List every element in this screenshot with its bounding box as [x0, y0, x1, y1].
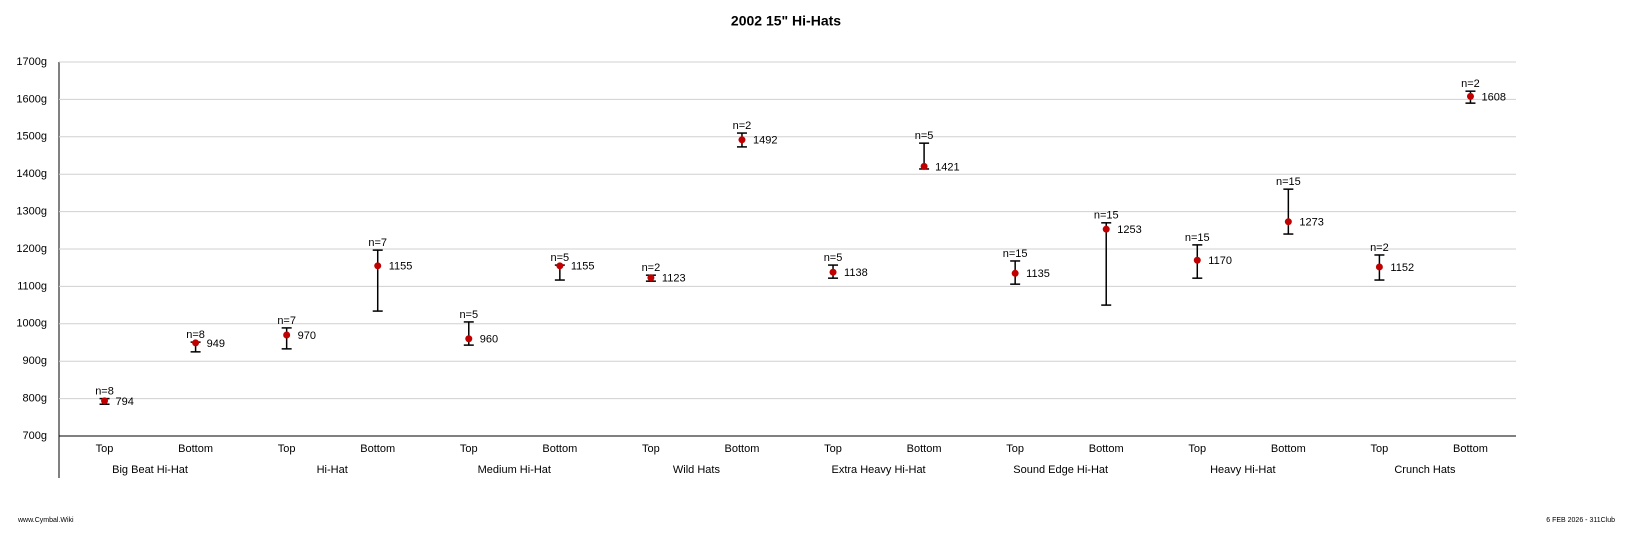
group-label: Medium Hi-Hat — [478, 464, 551, 476]
n-label: n=5 — [459, 309, 478, 321]
group-label: Extra Heavy Hi-Hat — [831, 464, 925, 476]
x-tick-label: Bottom — [1271, 443, 1306, 455]
point — [1011, 269, 1019, 277]
value-label: 1135 — [1026, 268, 1050, 280]
value-label: 970 — [298, 330, 316, 342]
n-label: n=15 — [1276, 176, 1301, 188]
point — [374, 262, 382, 270]
y-tick-label: 700g — [23, 430, 47, 442]
x-tick-label: Bottom — [725, 443, 760, 455]
x-tick-label: Top — [278, 443, 296, 455]
point — [465, 335, 473, 343]
x-tick-label: Top — [460, 443, 478, 455]
y-tick-label: 900g — [23, 355, 47, 367]
point — [1193, 256, 1201, 264]
point — [738, 136, 746, 144]
y-tick-label: 1000g — [16, 318, 47, 330]
point — [101, 397, 109, 405]
value-label: 1155 — [571, 261, 595, 273]
point — [829, 268, 837, 276]
point — [192, 339, 200, 347]
y-tick-label: 1300g — [16, 206, 47, 218]
y-tick-label: 1500g — [16, 131, 47, 143]
y-tick-label: 1600g — [16, 93, 47, 105]
value-label: 1492 — [753, 135, 777, 147]
chart-title: 2002 15" Hi-Hats — [731, 13, 841, 29]
point — [920, 162, 928, 170]
point — [1102, 225, 1110, 233]
n-label: n=2 — [642, 262, 661, 274]
n-label: n=2 — [1461, 78, 1480, 90]
y-tick-label: 1400g — [16, 168, 47, 180]
x-tick-label: Top — [1371, 443, 1389, 455]
y-tick-label: 800g — [23, 393, 47, 405]
point — [1466, 92, 1474, 100]
x-tick-label: Bottom — [1089, 443, 1124, 455]
n-label: n=5 — [551, 252, 570, 264]
point — [1375, 263, 1383, 271]
value-label: 1273 — [1299, 217, 1323, 229]
group-label: Hi-Hat — [317, 464, 348, 476]
point — [283, 331, 291, 339]
x-tick-label: Top — [1006, 443, 1024, 455]
y-tick-label: 1200g — [16, 243, 47, 255]
value-label: 1138 — [844, 267, 868, 279]
y-tick-label: 1700g — [16, 56, 47, 68]
x-tick-label: Bottom — [1453, 443, 1488, 455]
x-tick-label: Top — [96, 443, 114, 455]
value-label: 1123 — [662, 273, 686, 285]
n-label: n=5 — [824, 252, 843, 264]
point — [647, 274, 655, 282]
x-tick-label: Bottom — [178, 443, 213, 455]
n-label: n=8 — [95, 386, 114, 398]
n-label: n=15 — [1185, 232, 1210, 244]
value-label: 960 — [480, 334, 498, 346]
n-label: n=8 — [186, 329, 205, 341]
n-label: n=7 — [277, 315, 296, 327]
n-label: n=7 — [368, 237, 387, 249]
x-tick-label: Bottom — [360, 443, 395, 455]
group-label: Wild Hats — [673, 464, 721, 476]
value-label: 1155 — [389, 261, 413, 273]
x-tick-label: Bottom — [542, 443, 577, 455]
n-label: n=15 — [1094, 210, 1119, 222]
n-label: n=15 — [1003, 248, 1028, 260]
value-label: 794 — [116, 396, 134, 408]
group-label: Crunch Hats — [1394, 464, 1456, 476]
value-label: 1253 — [1117, 224, 1141, 236]
group-label: Heavy Hi-Hat — [1210, 464, 1275, 476]
x-tick-label: Top — [824, 443, 842, 455]
group-label: Big Beat Hi-Hat — [112, 464, 188, 476]
value-label: 1421 — [935, 161, 959, 173]
group-label: Sound Edge Hi-Hat — [1013, 464, 1108, 476]
n-label: n=2 — [733, 120, 752, 132]
footer-left: www.Cymbal.Wiki — [17, 517, 74, 524]
footer-right: 6 FEB 2026 - 311Club — [1546, 517, 1615, 524]
point — [556, 262, 564, 270]
x-tick-label: Bottom — [907, 443, 942, 455]
value-label: 1608 — [1481, 91, 1505, 103]
value-label: 1152 — [1390, 262, 1414, 274]
n-label: n=5 — [915, 130, 934, 142]
value-label: 949 — [207, 338, 225, 350]
y-tick-label: 1100g — [17, 280, 47, 292]
point — [1284, 218, 1292, 226]
x-tick-label: Top — [1188, 443, 1206, 455]
value-label: 1170 — [1208, 255, 1232, 267]
x-tick-label: Top — [642, 443, 660, 455]
n-label: n=2 — [1370, 242, 1389, 254]
